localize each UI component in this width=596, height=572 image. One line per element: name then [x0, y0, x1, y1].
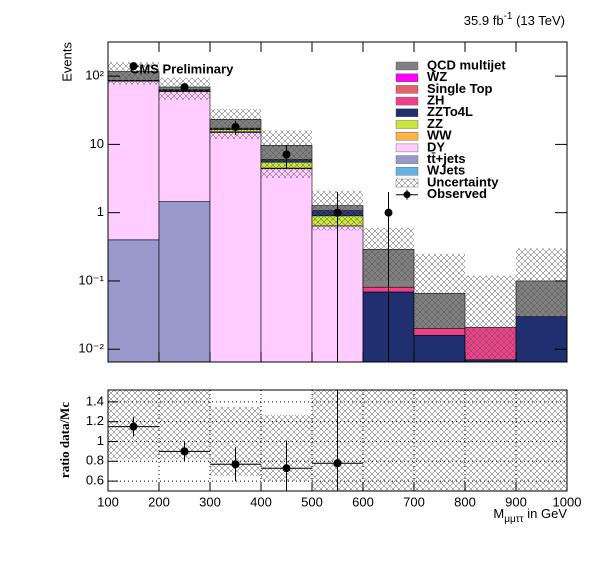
- bar-segment: [515, 316, 568, 363]
- legend-label: WW: [427, 128, 452, 143]
- data-point: [180, 83, 189, 92]
- legend-swatch: [403, 191, 411, 199]
- x-tick-label: 700: [403, 494, 425, 509]
- uncertainty-band: [465, 275, 516, 360]
- bar-segment: [107, 239, 160, 363]
- plot-frame: [107, 41, 568, 363]
- data-point: [333, 459, 342, 468]
- bar-segment: [413, 328, 466, 336]
- y-axis-label: Events: [59, 42, 74, 82]
- data-point: [129, 422, 138, 431]
- y-tick-label: 1: [97, 433, 104, 448]
- y-tick-label: 0.8: [86, 453, 104, 468]
- y-tick-label: 10⁻¹: [78, 272, 104, 287]
- y-tick-label: 10²: [85, 68, 104, 83]
- legend-swatch: [395, 131, 419, 141]
- legend-swatch: [395, 61, 419, 71]
- lumi-label: 35.9 fb-1 (13 TeV): [464, 11, 565, 29]
- legend-label: tt̄+jets: [427, 151, 466, 166]
- legend-swatch: [395, 167, 419, 176]
- bar-segment: [209, 132, 262, 363]
- x-axis-label-sub: μμττ: [504, 514, 523, 525]
- data-point: [231, 122, 240, 131]
- y-tick-label: 1.4: [86, 393, 104, 408]
- legend-swatch: [395, 143, 419, 153]
- uncertainty-band: [516, 390, 567, 491]
- x-axis-label-unit: in GeV: [527, 506, 567, 521]
- chart-title: CMS Preliminary: [130, 61, 234, 76]
- x-tick-label: 100: [97, 494, 119, 509]
- y-tick-label: 1.2: [86, 413, 104, 428]
- bar-segment: [260, 168, 313, 363]
- plot-frame: [107, 389, 568, 492]
- uncertainty-band: [414, 253, 465, 329]
- data-point: [282, 150, 291, 159]
- x-tick-label: 900: [505, 494, 527, 509]
- legend-label: WJets: [427, 163, 465, 178]
- legend-label: Uncertainty: [427, 174, 499, 189]
- legend-swatch: [395, 73, 419, 82]
- legend-swatch: [395, 155, 419, 164]
- data-point: [129, 62, 138, 71]
- legend-swatch: [395, 120, 419, 129]
- legend-swatch: [395, 96, 419, 106]
- bar-segment: [158, 91, 211, 202]
- data-point: [333, 208, 342, 217]
- x-axis-label-main: M: [493, 506, 504, 521]
- legend-label: QCD multijet: [427, 57, 506, 72]
- x-tick-label: 600: [352, 494, 374, 509]
- uncertainty-band: [363, 390, 414, 491]
- y-axis-label: ratio data/Mc: [57, 402, 72, 478]
- legend-swatch: [395, 108, 419, 118]
- uncertainty-band: [516, 248, 567, 317]
- legend-label: ZZTo4L: [427, 104, 473, 119]
- data-point: [231, 460, 240, 469]
- data-point: [384, 208, 393, 217]
- bar-segment: [158, 201, 211, 363]
- y-tick-label: 0.6: [86, 473, 104, 488]
- y-tick-label: 10: [90, 136, 104, 151]
- legend-label: WZ: [427, 69, 447, 84]
- bar-segment: [107, 80, 160, 241]
- legend-label: ZH: [427, 93, 444, 108]
- legend-label: ZZ: [427, 116, 443, 131]
- legend-label: Observed: [427, 186, 487, 201]
- x-axis-label: Mμμττ in GeV: [493, 506, 567, 524]
- x-tick-label: 1000: [553, 494, 582, 509]
- data-point: [180, 447, 189, 456]
- uncertainty-band: [414, 390, 465, 491]
- bar-segment: [413, 334, 466, 363]
- legend-label: Single Top: [427, 81, 493, 96]
- x-tick-label: 300: [199, 494, 221, 509]
- x-tick-label: 500: [301, 494, 323, 509]
- y-tick-label: 1: [97, 204, 104, 219]
- x-tick-label: 200: [148, 494, 170, 509]
- legend-swatch: [395, 178, 419, 188]
- legend-label: DY: [427, 139, 445, 154]
- uncertainty-band: [465, 390, 516, 491]
- y-tick-label: 10⁻²: [78, 341, 104, 356]
- x-tick-label: 400: [250, 494, 272, 509]
- data-point: [282, 464, 291, 473]
- uncertainty-band: [108, 62, 159, 85]
- legend-swatch: [395, 85, 419, 94]
- x-tick-label: 800: [454, 494, 476, 509]
